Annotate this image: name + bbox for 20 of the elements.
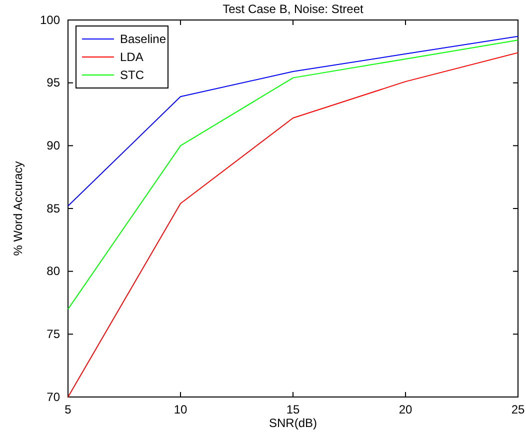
legend-label: STC — [120, 68, 144, 82]
y-tick-label: 70 — [46, 390, 60, 404]
x-tick-label: 20 — [398, 402, 412, 417]
x-tick-label: 15 — [286, 402, 300, 417]
y-axis-title: % Word Accuracy — [11, 161, 25, 256]
line-series — [68, 36, 518, 206]
y-tick-label: 75 — [46, 327, 60, 342]
line-series — [68, 52, 518, 398]
y-tick-label: 90 — [46, 138, 60, 153]
x-tick-label: 25 — [511, 402, 525, 417]
chart-title: Test Case B, Noise: Street — [222, 2, 364, 16]
y-tick-label: 95 — [46, 76, 60, 90]
y-tick-label: 85 — [46, 201, 60, 216]
x-tick-label: 5 — [64, 402, 72, 417]
y-tick-label: 100 — [40, 12, 60, 27]
legend-label: Baseline — [120, 32, 166, 46]
x-tick-label: 10 — [174, 402, 188, 417]
y-tick-label: 80 — [46, 264, 60, 278]
x-axis-title: SNR(dB) — [268, 416, 318, 430]
legend-label: LDA — [120, 50, 144, 64]
